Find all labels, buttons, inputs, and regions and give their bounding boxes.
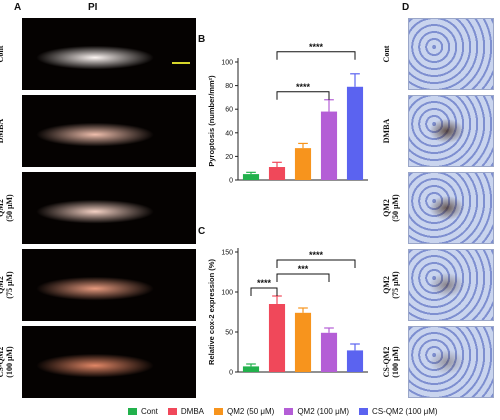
cox2-expression-chart: 0 50 100 150 Relative cox-2 expression (%) **… <box>207 248 368 377</box>
panel-b-letter: B <box>198 34 206 45</box>
b-y-tick-label: 40 <box>225 130 233 137</box>
a-micrograph-0 <box>22 18 196 90</box>
c-y-tick-label: 0 <box>229 370 233 377</box>
b-significance-label-1: **** <box>309 42 324 52</box>
d-row-label-line2: (75 μM) <box>391 271 401 299</box>
b-significance-bracket-1 <box>276 51 356 60</box>
a-row-label-1: DMBA <box>0 101 20 161</box>
b-bar-4 <box>346 86 364 180</box>
panel-a-title: PI <box>88 2 98 13</box>
a-micrograph-4 <box>22 326 196 398</box>
a-row-label-line2: (50 μM) <box>5 194 15 222</box>
a-row-label-line1: Cont <box>0 45 5 63</box>
a-row-label-2: QM2 (50 μM) <box>0 178 20 238</box>
scale-bar <box>172 62 190 64</box>
d-micrograph-0 <box>408 18 494 90</box>
panel-a-letter: A <box>14 2 22 13</box>
legend-label: QM2 (100 μM) <box>297 407 350 416</box>
d-row-label-0: Cont <box>382 24 406 84</box>
c-significance-label-2: **** <box>309 250 324 260</box>
legend-swatch <box>214 408 224 415</box>
b-bar-1 <box>268 167 286 180</box>
c-significance-label-1: *** <box>298 264 309 274</box>
b-bar-3 <box>320 111 338 180</box>
d-row-label-line2: (50 μM) <box>391 194 401 222</box>
d-micrograph-3 <box>408 249 494 321</box>
legend-label: QM2 (50 μM) <box>227 407 275 416</box>
a-row-label-0: Cont <box>0 24 20 84</box>
b-y-axis-label: Pyroptosis (number/mm²) <box>207 75 216 167</box>
panel-c-letter: C <box>198 226 206 237</box>
d-row-label-line1: DMBA <box>382 118 391 144</box>
c-significance-bracket-0 <box>250 287 278 296</box>
legend-item-1: DMBA <box>167 407 205 416</box>
b-y-tick-label: 80 <box>225 83 233 90</box>
c-bar-3 <box>320 332 338 372</box>
legend-item-3: QM2 (100 μM) <box>284 407 349 416</box>
a-row-label-line2: (75 μM) <box>5 271 15 299</box>
panel-d-letter: D <box>402 2 410 13</box>
d-row-label-2: QM2 (50 μM) <box>382 178 406 238</box>
d-row-label-line1: Cont <box>382 45 391 63</box>
c-bar-1 <box>268 304 286 372</box>
b-bar-2 <box>294 148 312 180</box>
c-y-tick-label: 100 <box>221 290 233 297</box>
a-row-label-line2: (100 μM) <box>5 346 15 378</box>
a-micrograph-1 <box>22 95 196 167</box>
b-significance-bracket-0 <box>276 91 330 100</box>
d-row-label-line1: QM2 <box>382 199 391 217</box>
d-row-label-3: QM2 (75 μM) <box>382 255 406 315</box>
d-row-label-line2: (100 μM) <box>391 346 401 378</box>
d-row-label-line1: QM2 <box>382 276 391 294</box>
a-micrograph-2 <box>22 172 196 244</box>
c-significance-bracket-2 <box>276 259 356 268</box>
c-y-axis-label: Relative cox-2 expression (%) <box>207 259 216 365</box>
a-row-label-3: QM2 (75 μM) <box>0 255 20 315</box>
c-bar-2 <box>294 312 312 372</box>
legend-item-2: QM2 (50 μM) <box>214 407 274 416</box>
c-significance-bracket-1 <box>276 273 330 282</box>
b-y-tick-label: 20 <box>225 154 233 161</box>
d-micrograph-4 <box>408 326 494 398</box>
chart-legend: Cont DMBA QM2 (50 μM) QM2 (100 μM) CS-QM2 (1… <box>128 402 448 420</box>
d-micrograph-2 <box>408 172 494 244</box>
legend-label: Cont <box>141 407 158 416</box>
d-row-label-1: DMBA <box>382 101 406 161</box>
d-micrograph-1 <box>408 95 494 167</box>
legend-item-4: CS-QM2 (100 μM) <box>359 407 438 416</box>
legend-swatch <box>167 408 177 415</box>
c-y-tick-label: 50 <box>225 330 233 337</box>
d-row-label-4: CS-QM2 (100 μM) <box>382 332 406 392</box>
a-micrograph-3 <box>22 249 196 321</box>
b-y-tick-label: 60 <box>225 107 233 114</box>
c-significance-label-0: **** <box>257 278 272 288</box>
legend-label: DMBA <box>180 407 205 416</box>
c-bar-4 <box>346 350 364 372</box>
legend-item-0: Cont <box>128 407 158 416</box>
a-row-label-line1: DMBA <box>0 118 5 144</box>
c-bar-0 <box>242 366 260 372</box>
legend-swatch <box>284 408 294 415</box>
pyroptosis-chart: 0 20 40 60 80 100 Pyroptosis (number/mm²) **** *… <box>207 42 368 185</box>
a-row-label-4: CS-QM2 (100 μM) <box>0 332 20 392</box>
legend-swatch <box>128 408 137 415</box>
d-row-label-line1: CS-QM2 <box>382 346 391 378</box>
legend-swatch <box>359 408 369 415</box>
b-significance-label-0: **** <box>296 82 311 92</box>
legend-label: CS-QM2 (100 μM) <box>372 407 438 416</box>
b-y-tick-label: 100 <box>221 60 233 67</box>
b-bar-0 <box>242 174 260 180</box>
b-y-tick-label: 0 <box>229 178 233 185</box>
c-y-tick-label: 150 <box>221 250 233 257</box>
